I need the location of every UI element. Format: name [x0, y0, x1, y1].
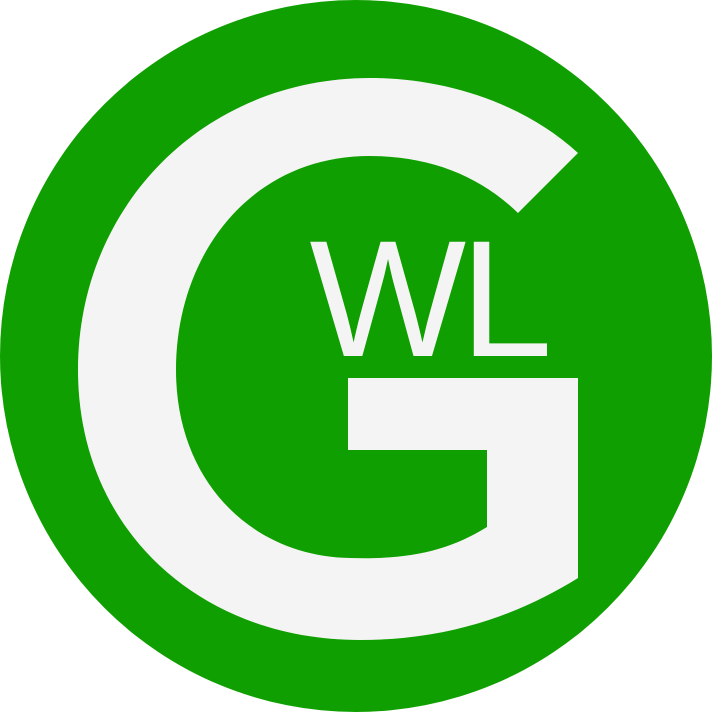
logo-letters-wl: WL: [310, 207, 548, 392]
logo-letter-g: [78, 78, 578, 640]
